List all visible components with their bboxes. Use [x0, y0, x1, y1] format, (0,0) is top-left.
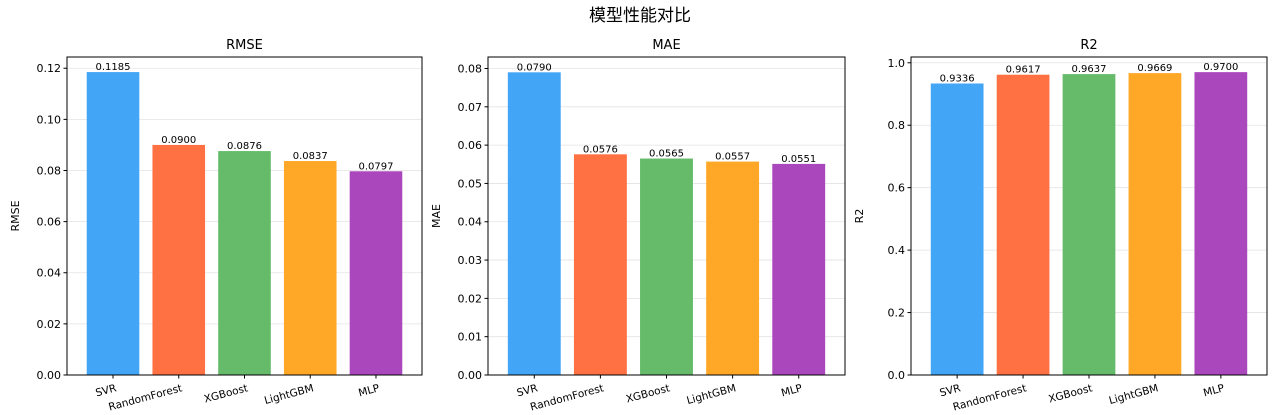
mae-xtick-label-randomforest: RandomForest: [529, 382, 605, 413]
rmse-value-label-randomforest: 0.0900: [161, 135, 196, 146]
rmse-value-label-xgboost: 0.0876: [227, 141, 262, 152]
mae-value-label-lightgbm: 0.0557: [715, 152, 750, 163]
rmse-bar-randomforest: [152, 144, 206, 375]
rmse-bar-mlp: [349, 171, 403, 375]
mae-ytick-label: 0.07: [458, 101, 483, 114]
rmse-axes-frame: [66, 56, 423, 376]
r2-value-label-xgboost: 0.9637: [1072, 64, 1107, 75]
rmse-value-label-lightgbm: 0.0837: [293, 151, 328, 162]
r2-ytick-label: 0.6: [888, 182, 906, 195]
mae-bar-xgboost: [640, 158, 693, 375]
mae-bar-lightgbm: [706, 161, 760, 375]
charts-area: 0.000.020.040.060.080.100.12 0.1185SVR0.0…: [9, 38, 1268, 413]
mae-value-label-randomforest: 0.0576: [583, 144, 618, 155]
figure-suptitle: 模型性能对比: [589, 6, 691, 26]
mae-xtick-label-xgboost: XGBoost: [625, 382, 672, 405]
mae-bar-mlp: [772, 163, 826, 375]
mae-xtick-label-mlp: MLP: [780, 382, 804, 399]
rmse-ytick-label: 0.02: [37, 318, 62, 331]
r2-title: R2: [1080, 38, 1097, 53]
r2-axes-frame: [910, 56, 1268, 376]
mae-xtick-label-svr: SVR: [516, 382, 540, 399]
r2-bar-svr: [930, 83, 984, 375]
chart-rmse: 0.00 0.02 0.04 0.06 0.08 0.10 0.12 0.1185 SVR 0.0…: [9, 38, 423, 413]
mae-bar-randomforest: [573, 154, 627, 375]
mae-ytick-label: 0.05: [458, 177, 483, 190]
r2-xtick-label-lightgbm: LightGBM: [1108, 382, 1160, 407]
rmse-xtick-label-randomforest: RandomForest: [107, 382, 183, 413]
mae-ytick-label: 0.03: [458, 254, 483, 267]
rmse-xtick-label-lightgbm: LightGBM: [263, 382, 315, 407]
rmse-xtick-label-svr: SVR: [94, 382, 118, 399]
r2-ytick-label: 0.2: [888, 307, 906, 320]
r2-ylabel: R2: [853, 209, 866, 224]
r2-value-label-mlp: 0.9700: [1203, 62, 1238, 73]
mae-bar-svr: [507, 72, 561, 375]
mae-value-label-mlp: 0.0551: [781, 154, 816, 165]
r2-value-label-lightgbm: 0.9669: [1137, 63, 1172, 74]
mae-ylabel: MAE: [430, 204, 443, 228]
mae-ytick-label: 0.06: [458, 139, 483, 152]
r2-bar-lightgbm: [1128, 73, 1182, 375]
r2-xtick-label-xgboost: XGBoost: [1047, 382, 1094, 405]
rmse-bar-xgboost: [218, 151, 271, 375]
r2-bar-randomforest: [996, 74, 1050, 375]
r2-bar-xgboost: [1062, 74, 1116, 376]
mae-value-label-xgboost: 0.0565: [649, 149, 684, 160]
rmse-ytick-label: 0.12: [37, 62, 62, 75]
rmse-ytick-label: 0.06: [37, 216, 62, 229]
mae-ytick-label: 0.08: [458, 62, 483, 75]
rmse-xtick-label-xgboost: XGBoost: [203, 382, 250, 405]
mae-title: MAE: [652, 38, 680, 53]
mae-ytick-label: 0.00: [458, 369, 483, 382]
mae-ytick-label: 0.01: [458, 331, 483, 344]
rmse-value-label-mlp: 0.0797: [358, 161, 393, 172]
rmse-xtick-label-mlp: MLP: [357, 382, 381, 399]
r2-xtick-label-randomforest: RandomForest: [952, 382, 1028, 413]
mae-value-label-svr: 0.0790: [517, 62, 552, 73]
rmse-ylabel: RMSE: [9, 200, 22, 231]
rmse-value-label-svr: 0.1185: [96, 62, 131, 73]
r2-value-label-randomforest: 0.9617: [1006, 65, 1041, 76]
r2-xtick-label-svr: SVR: [938, 382, 962, 399]
chart-r2: 0.0 0.2 0.4 0.6 0.8 1.0 0.9336 SVR 0.9617 RandomF…: [853, 38, 1268, 413]
r2-ytick-label: 0.8: [888, 119, 906, 132]
rmse-bar-lightgbm: [283, 161, 337, 375]
rmse-ytick-label: 0.08: [37, 164, 62, 177]
mae-ytick-label: 0.02: [458, 292, 483, 305]
rmse-bar-svr: [86, 72, 140, 375]
rmse-ytick-label: 0.00: [37, 369, 62, 382]
r2-value-label-svr: 0.9336: [940, 74, 975, 85]
mae-axes-frame: [487, 56, 846, 376]
r2-ytick-label: 0.0: [888, 369, 906, 382]
r2-xtick-label-mlp: MLP: [1202, 382, 1226, 399]
rmse-ytick-label: 0.10: [37, 113, 62, 126]
r2-ytick-label: 1.0: [888, 57, 906, 70]
r2-bar-mlp: [1194, 72, 1248, 376]
mae-ytick-label: 0.04: [458, 216, 483, 229]
mae-xtick-label-lightgbm: LightGBM: [685, 382, 737, 407]
rmse-ytick-label: 0.04: [37, 267, 62, 280]
rmse-title: RMSE: [226, 38, 263, 53]
r2-ytick-label: 0.4: [888, 244, 906, 257]
chart-mae: 0.00 0.01 0.02 0.03 0.04 0.05 0.06 0.07 0.08 0.07…: [430, 38, 846, 413]
